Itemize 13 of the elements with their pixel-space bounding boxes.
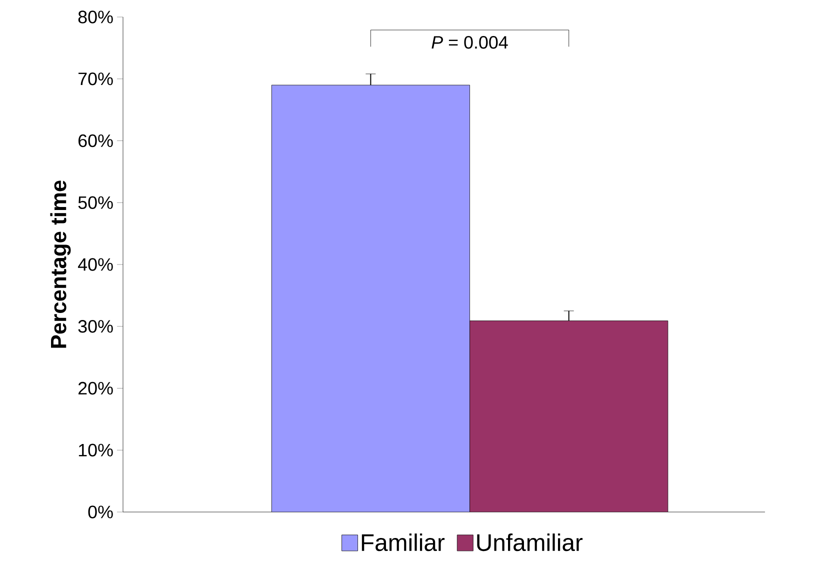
y-tick-label: 60% bbox=[78, 134, 113, 148]
y-tick-label: 80% bbox=[78, 10, 113, 24]
annotation: P = 0.004 bbox=[432, 36, 508, 49]
y-axis-title: Percentage time bbox=[50, 180, 71, 348]
legend-label: Unfamiliar bbox=[477, 534, 583, 552]
y-tick-label: 0% bbox=[88, 506, 113, 518]
y-tick-label: 50% bbox=[78, 196, 113, 209]
y-tick-label: 70% bbox=[78, 72, 113, 86]
y-tick-label: 40% bbox=[78, 258, 113, 271]
y-tick-label: 10% bbox=[78, 444, 113, 456]
y-tick-label: 20% bbox=[78, 382, 113, 395]
legend-label: Familiar bbox=[362, 534, 445, 552]
y-tick-label: 30% bbox=[78, 320, 113, 333]
